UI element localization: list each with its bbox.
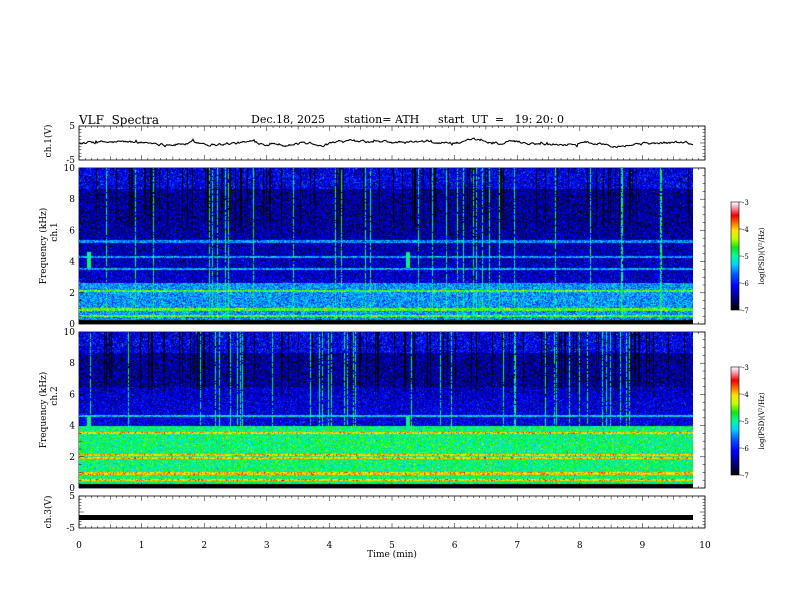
ytick-label-p0-0: 5 xyxy=(69,122,75,132)
ch2-colorbar-label: log(PSD)(V²/Hz) xyxy=(758,392,766,449)
ch1-spec-ylabel-a: Frequency (kHz) xyxy=(38,208,49,285)
xtick-label-2: 2 xyxy=(201,541,207,551)
colorbar-tick-0-2: -5 xyxy=(742,253,749,261)
xtick-label-7: 7 xyxy=(514,541,520,551)
xtick-label-0: 0 xyxy=(76,541,82,551)
ytick-label-p2-4: 8 xyxy=(69,359,75,369)
xtick-label-8: 8 xyxy=(577,541,583,551)
chart-title: VLF Spectra xyxy=(79,113,160,127)
ytick-label-p2-0: 0 xyxy=(69,484,75,494)
ytick-label-p1-4: 8 xyxy=(69,195,75,205)
colorbar-tick-0-3: -6 xyxy=(742,280,749,288)
ytick-label-p1-2: 4 xyxy=(69,258,75,268)
xtick-label-5: 5 xyxy=(389,541,395,551)
xtick-label-4: 4 xyxy=(327,541,333,551)
ytick-label-p1-0: 0 xyxy=(69,320,75,330)
colorbar-tick-0-4: -7 xyxy=(742,307,749,315)
ytick-label-p1-5: 10 xyxy=(64,164,76,174)
ch1-colorbar xyxy=(731,202,739,310)
ch2-spectrogram xyxy=(79,332,693,488)
date-label: Dec.18, 2025 xyxy=(251,113,325,126)
colorbar-tick-1-1: -4 xyxy=(742,391,749,399)
xtick-label-3: 3 xyxy=(264,541,270,551)
ytick-label-p3-1: -5 xyxy=(66,524,75,534)
colorbar-tick-1-3: -6 xyxy=(742,445,749,453)
x-axis-label: Time (min) xyxy=(367,549,417,560)
ch1-panel xyxy=(78,137,694,149)
station-label: station= ATH xyxy=(344,113,420,126)
ch1-trace xyxy=(78,137,694,149)
ytick-label-p2-1: 2 xyxy=(69,453,75,463)
ch1-ylabel: ch.1(V) xyxy=(43,125,54,158)
ch2-spec-ylabel-b: ch.2 xyxy=(50,386,60,405)
ch1-spectrogram xyxy=(79,168,693,324)
ytick-label-p3-0: 5 xyxy=(69,492,75,502)
ch2-spec-ylabel-a: Frequency (kHz) xyxy=(38,372,49,449)
ytick-label-p2-3: 6 xyxy=(69,390,75,400)
ytick-label-p1-3: 6 xyxy=(69,226,75,236)
ytick-label-p2-2: 4 xyxy=(69,422,75,432)
xtick-label-6: 6 xyxy=(452,541,458,551)
colorbar-tick-1-4: -7 xyxy=(742,472,749,480)
ytick-label-p1-1: 2 xyxy=(69,289,75,299)
colorbar-tick-1-0: -3 xyxy=(742,364,749,372)
ch2-colorbar xyxy=(731,367,739,475)
xtick-label-9: 9 xyxy=(640,541,646,551)
ch1-spec-ylabel-b: ch.1 xyxy=(50,222,60,241)
start-time-label: start UT = 19: 20: 0 xyxy=(438,113,565,126)
ytick-label-p0-1: -5 xyxy=(66,156,75,166)
xtick-label-1: 1 xyxy=(139,541,145,551)
colorbar-tick-1-2: -5 xyxy=(742,418,749,426)
ch1-colorbar-label: log(PSD)(V²/Hz) xyxy=(758,227,766,284)
ch3-ylabel: ch.3(V) xyxy=(43,496,54,529)
ytick-label-p2-5: 10 xyxy=(64,328,76,338)
xtick-label-10: 10 xyxy=(699,541,711,551)
colorbar-tick-0-1: -4 xyxy=(742,226,749,234)
colorbar-tick-0-0: -3 xyxy=(742,199,749,207)
